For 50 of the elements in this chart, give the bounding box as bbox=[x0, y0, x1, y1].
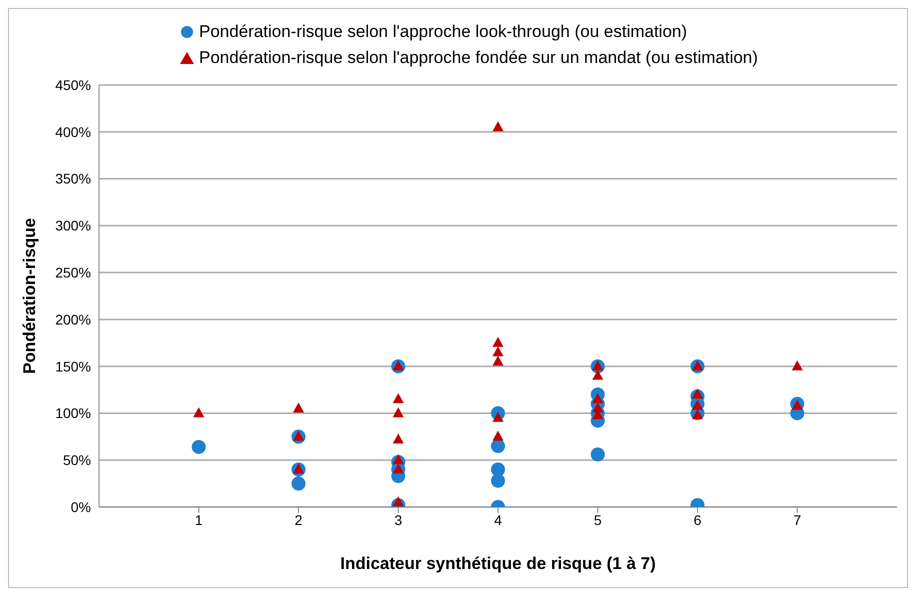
point bbox=[491, 439, 505, 454]
point bbox=[792, 360, 803, 370]
y-tick-label: 350% bbox=[55, 170, 91, 187]
y-tick-label: 400% bbox=[55, 124, 91, 140]
y-tick-label: 250% bbox=[55, 264, 91, 281]
y-tick-label: 0% bbox=[70, 498, 91, 515]
point bbox=[492, 430, 504, 441]
point bbox=[491, 462, 505, 476]
point bbox=[491, 474, 505, 488]
point bbox=[792, 400, 803, 410]
y-tick-label: 200% bbox=[55, 311, 91, 328]
x-tick-label: 1 bbox=[194, 512, 203, 528]
point bbox=[293, 402, 304, 413]
point bbox=[392, 393, 404, 404]
y-tick-label: 300% bbox=[55, 218, 91, 234]
legend-label: Pondération-risque selon l'approche fondée sur un mandat (ou estimation) bbox=[199, 48, 758, 68]
point bbox=[492, 412, 504, 422]
point bbox=[592, 393, 604, 404]
point bbox=[292, 476, 306, 491]
x-tick-label: 2 bbox=[294, 512, 303, 528]
y-tick-label: 450% bbox=[55, 76, 91, 93]
point bbox=[293, 463, 304, 474]
point bbox=[492, 121, 504, 132]
point bbox=[590, 447, 605, 462]
point bbox=[392, 463, 404, 474]
point bbox=[492, 336, 504, 347]
x-tick-label: 6 bbox=[694, 512, 702, 528]
y-tick-label: 150% bbox=[55, 358, 91, 374]
point bbox=[692, 388, 703, 398]
point bbox=[592, 370, 604, 380]
point bbox=[692, 400, 703, 410]
point bbox=[392, 454, 404, 464]
point bbox=[192, 440, 206, 454]
x-tick-label: 5 bbox=[594, 512, 602, 528]
x-tick-label: 7 bbox=[793, 512, 802, 528]
point bbox=[692, 409, 703, 420]
x-tick-label: 3 bbox=[394, 512, 402, 528]
point bbox=[492, 356, 504, 366]
point bbox=[392, 407, 404, 418]
point bbox=[193, 407, 204, 418]
point bbox=[592, 360, 604, 370]
point bbox=[392, 360, 404, 370]
y-tick-label: 100% bbox=[55, 405, 91, 422]
point bbox=[492, 346, 504, 356]
y-tick-label: 50% bbox=[62, 452, 91, 468]
y-axis-title: Pondération-risque bbox=[20, 218, 40, 374]
x-axis-title: Indicateur synthétique de risque (1 à 7) bbox=[340, 554, 656, 574]
point bbox=[392, 433, 404, 444]
legend-label: Pondération-risque selon l'approche look-through (ou estimation) bbox=[199, 22, 688, 42]
x-tick-label: 4 bbox=[494, 512, 502, 528]
